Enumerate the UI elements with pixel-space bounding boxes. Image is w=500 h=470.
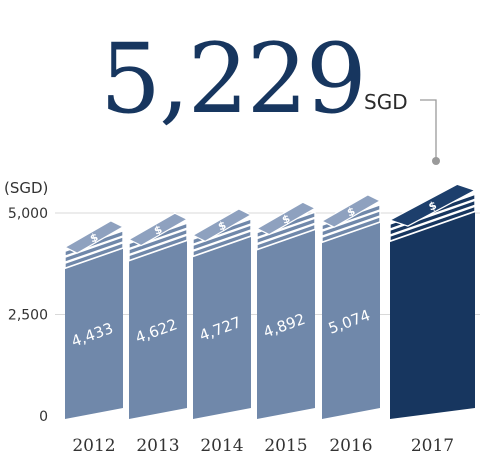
bar-2014: $4,727: [191, 208, 253, 419]
bar-layer: [192, 223, 252, 252]
bar-2017: $: [388, 183, 477, 419]
x-tick-label: 2014: [200, 436, 243, 456]
x-tick-label: 2017: [411, 436, 454, 456]
hero-value-group: 5,229 SGD: [100, 23, 408, 135]
y-tick-label: 0: [39, 409, 48, 425]
bar-layer: [192, 229, 252, 258]
dollar-icon: $: [427, 199, 439, 214]
bar-2015: $4,892: [255, 201, 317, 419]
bar-layer: [128, 234, 188, 262]
hero-value: 5,229: [100, 23, 365, 135]
bar-top: [191, 208, 253, 242]
connector-line: [420, 99, 437, 160]
dollar-icon: $: [152, 223, 164, 238]
bar-2016: $5,074: [320, 194, 382, 419]
bar-top: [63, 220, 125, 254]
bar-layer: [321, 215, 381, 244]
bar-top: [255, 201, 317, 236]
bar-2013: $4,622: [127, 212, 189, 419]
bar-layer: [256, 217, 316, 245]
dollar-icon: $: [88, 231, 100, 246]
y-tick-label: 5,000: [8, 206, 48, 222]
bar-layer: [389, 199, 476, 237]
connector-dot: [432, 157, 440, 165]
bar-top: [320, 194, 382, 228]
bar-body: [193, 236, 251, 419]
dollar-icon: $: [345, 205, 357, 220]
bar-top: [388, 183, 477, 227]
dollar-icon: $: [216, 219, 228, 234]
x-axis-ticks: 2012 2013 2014 2015 2016 2017: [72, 436, 454, 456]
x-tick-label: 2015: [264, 436, 307, 456]
bar-body: [322, 222, 380, 419]
bar-layer: [64, 241, 124, 270]
bar-body: [65, 248, 123, 419]
bar-layer: [128, 228, 188, 256]
bar-body: [257, 230, 315, 419]
bar-body: [129, 241, 187, 419]
bars: $4,433$4,622$4,727$4,892$5,074$: [63, 183, 477, 419]
bar-layer: [321, 209, 381, 238]
y-axis-ticks: 0 2,500 5,000: [8, 206, 48, 425]
x-tick-label: 2012: [72, 436, 115, 456]
dollar-icon: $: [280, 212, 292, 227]
y-axis-label: (SGD): [4, 179, 48, 197]
bar-2012: $4,433: [63, 220, 125, 419]
x-tick-label: 2016: [329, 436, 372, 456]
hero-connector: [420, 99, 440, 165]
y-tick-label: 2,500: [8, 308, 48, 324]
bar-layer: [256, 223, 316, 251]
bar-layer: [64, 235, 124, 264]
bar-layer: [389, 205, 476, 243]
hero-unit: SGD: [364, 90, 408, 114]
bar-body: [390, 212, 475, 419]
bar-top: [127, 212, 189, 247]
x-tick-label: 2013: [136, 436, 179, 456]
